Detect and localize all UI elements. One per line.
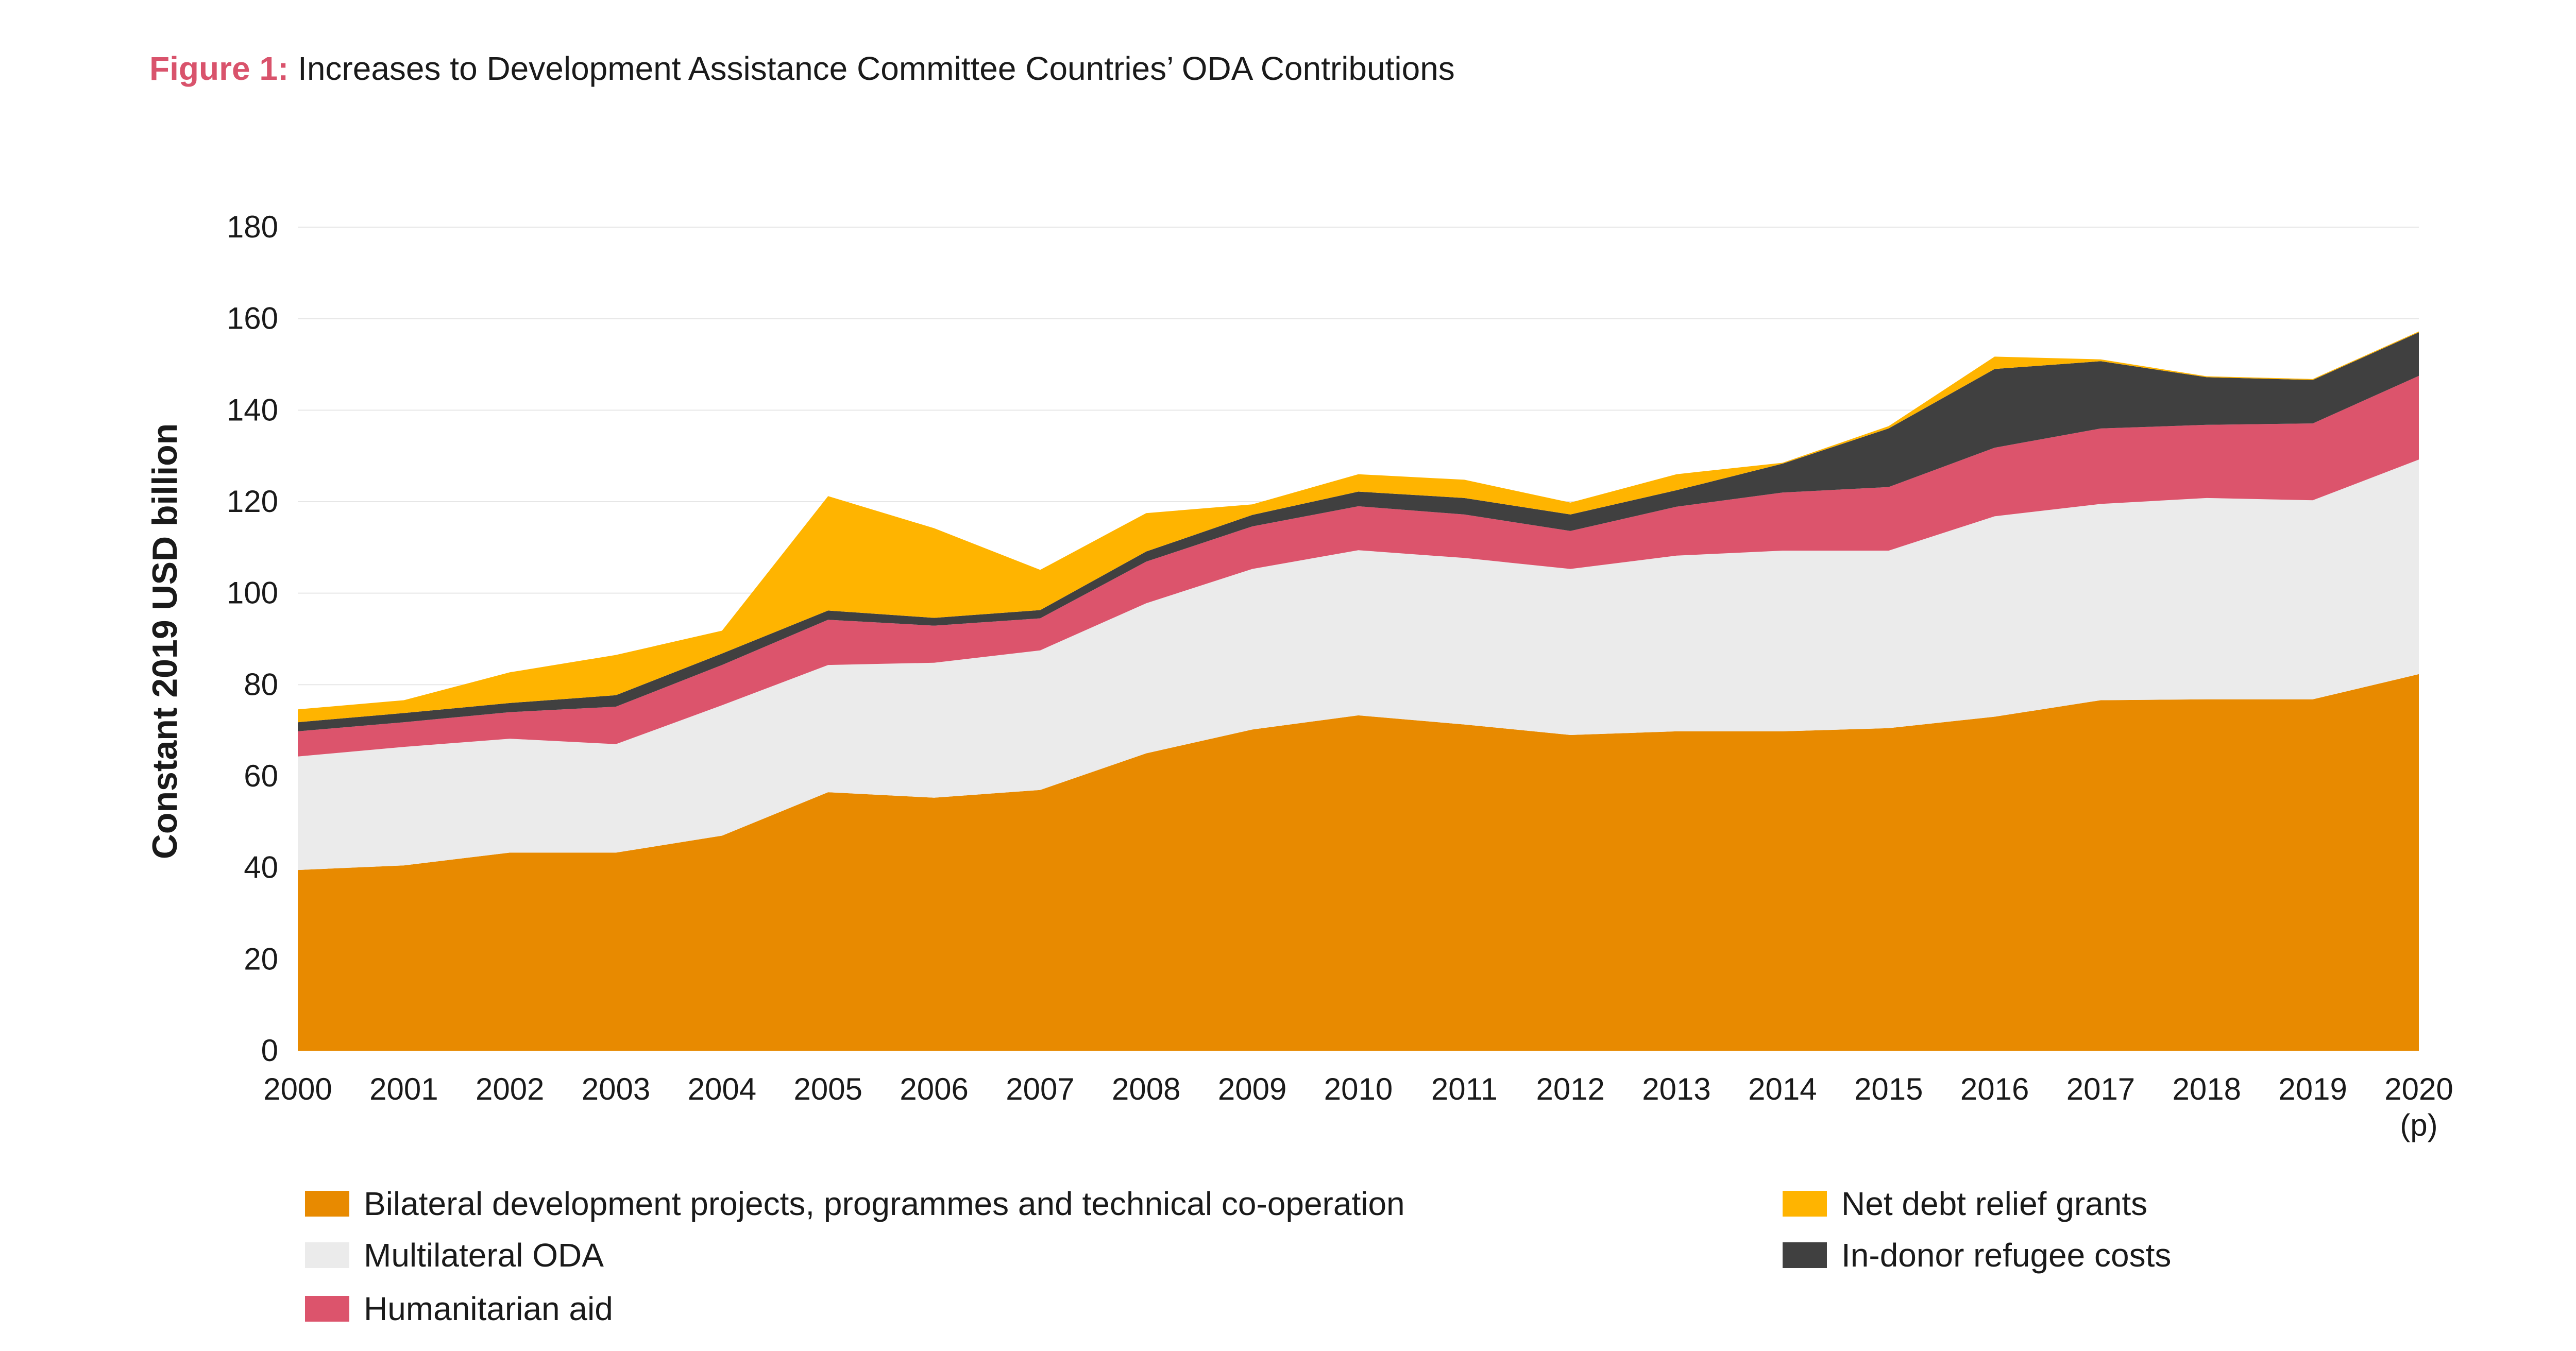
area-bilateral-development-projects-programmes-and-technical-co-operation — [298, 674, 2419, 1051]
legend-item-humanitarian: Humanitarian aid — [305, 1290, 613, 1328]
legend-label-debt-relief: Net debt relief grants — [1841, 1185, 2148, 1222]
area-humanitarian-aid — [298, 375, 2419, 757]
legend-label-humanitarian: Humanitarian aid — [364, 1290, 613, 1327]
x-tick-label: 2019 — [2278, 1072, 2347, 1106]
legend-label-multilateral: Multilateral ODA — [364, 1237, 604, 1274]
y-tick-label: 180 — [227, 210, 278, 244]
legend-label-bilateral: Bilateral development projects, programm… — [364, 1185, 1405, 1222]
x-tick-label: 2017 — [2066, 1072, 2135, 1106]
area-series — [298, 331, 2419, 1051]
y-tick-label: 80 — [244, 667, 278, 702]
x-tick-label: 2003 — [582, 1072, 650, 1106]
area-in-donor-refugee-costs — [298, 332, 2419, 731]
y-axis-ticks: 0 20 40 60 80 100 120 140 160 180 — [227, 210, 278, 1068]
figure-label: Figure 1: — [149, 50, 289, 87]
y-tick-label: 140 — [227, 392, 278, 427]
x-tick-label: 2016 — [1960, 1072, 2029, 1106]
legend-item-refugee: In-donor refugee costs — [1783, 1236, 2171, 1274]
x-tick-label: 2013 — [1642, 1072, 1710, 1106]
x-tick-label: 2010 — [1324, 1072, 1393, 1106]
x-tick-label: 2004 — [688, 1072, 756, 1106]
y-tick-label: 160 — [227, 301, 278, 336]
legend-swatch-debt-relief — [1783, 1191, 1827, 1217]
legend-swatch-refugee — [1783, 1242, 1827, 1268]
legend-item-multilateral: Multilateral ODA — [305, 1236, 604, 1274]
x-tick-label: 2015 — [1854, 1072, 1923, 1106]
x-tick-label: 2000 — [263, 1072, 332, 1106]
area-net-debt-relief-grants — [298, 331, 2419, 723]
y-axis-label: Constant 2019 USD billion — [145, 423, 184, 859]
x-tick-label: 2018 — [2173, 1072, 2241, 1106]
x-tick-label: 2007 — [1006, 1072, 1074, 1106]
y-tick-label: 100 — [227, 576, 278, 610]
x-tick-label: 2011 — [1431, 1072, 1498, 1106]
x-tick-label: 2001 — [369, 1072, 438, 1106]
x-tick-label: 2008 — [1112, 1072, 1180, 1106]
area-multilateral-oda — [298, 459, 2419, 870]
y-tick-label: 40 — [244, 850, 278, 885]
y-tick-label: 20 — [244, 942, 278, 976]
x-tick-label: 2009 — [1218, 1072, 1286, 1106]
legend-swatch-bilateral — [305, 1191, 349, 1217]
legend-swatch-multilateral — [305, 1242, 349, 1268]
x-axis-ticks: 2000 2001 2002 2003 2004 2005 2006 2007 2008 2009… — [263, 1072, 2453, 1142]
x-tick-label: 2005 — [794, 1072, 862, 1106]
legend-label-refugee: In-donor refugee costs — [1841, 1237, 2172, 1274]
legend-item-debt-relief: Net debt relief grants — [1783, 1185, 2147, 1223]
y-tick-label: 0 — [261, 1033, 278, 1068]
legend-item-bilateral: Bilateral development projects, programm… — [305, 1185, 1405, 1223]
x-tick-label: 2006 — [900, 1072, 968, 1106]
x-tick-label: 2002 — [476, 1072, 544, 1106]
legend-swatch-humanitarian — [305, 1296, 349, 1322]
y-tick-label: 60 — [244, 759, 278, 793]
figure-caption: Increases to Development Assistance Comm… — [298, 50, 1455, 87]
x-tick-sublabel: (p) — [2400, 1108, 2437, 1142]
x-tick-label: 2014 — [1748, 1072, 1817, 1106]
x-tick-label: 2012 — [1536, 1072, 1604, 1106]
y-tick-label: 120 — [227, 484, 278, 519]
x-tick-label: 2020 — [2384, 1072, 2453, 1106]
figure-title: Figure 1: Increases to Development Assis… — [149, 49, 1455, 88]
